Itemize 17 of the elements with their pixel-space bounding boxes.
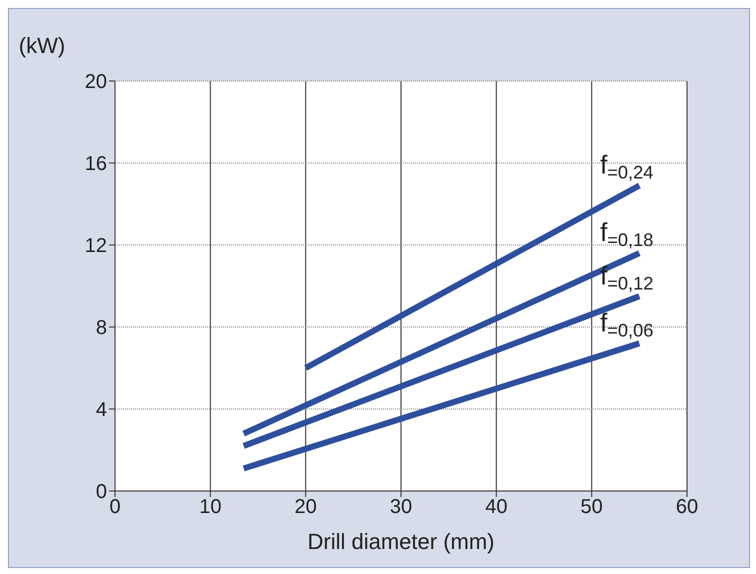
y-tick-label: 0 — [96, 481, 107, 504]
y-tick-label: 8 — [96, 317, 107, 340]
y-tick-label: 20 — [84, 71, 107, 94]
x-tick-label: 20 — [294, 496, 317, 518]
y-tick-label: 16 — [84, 153, 107, 176]
x-tick-label: 30 — [390, 496, 412, 518]
x-tick-label: 60 — [676, 496, 698, 518]
x-axis-title: Drill diameter (mm) — [308, 529, 494, 554]
y-axis-title: (kW) — [18, 33, 66, 58]
x-tick-label: 50 — [580, 496, 603, 518]
series-label: f$_{=0,24}$ — [600, 150, 654, 182]
y-tick-label: 12 — [84, 235, 107, 258]
series-label: f$_{=0,06}$ — [600, 307, 654, 340]
x-tick-label: 40 — [485, 496, 508, 518]
y-tick-label: 4 — [96, 399, 107, 422]
series-label: f$_{=0,18}$ — [600, 217, 654, 250]
x-tick-label: 10 — [199, 496, 222, 518]
